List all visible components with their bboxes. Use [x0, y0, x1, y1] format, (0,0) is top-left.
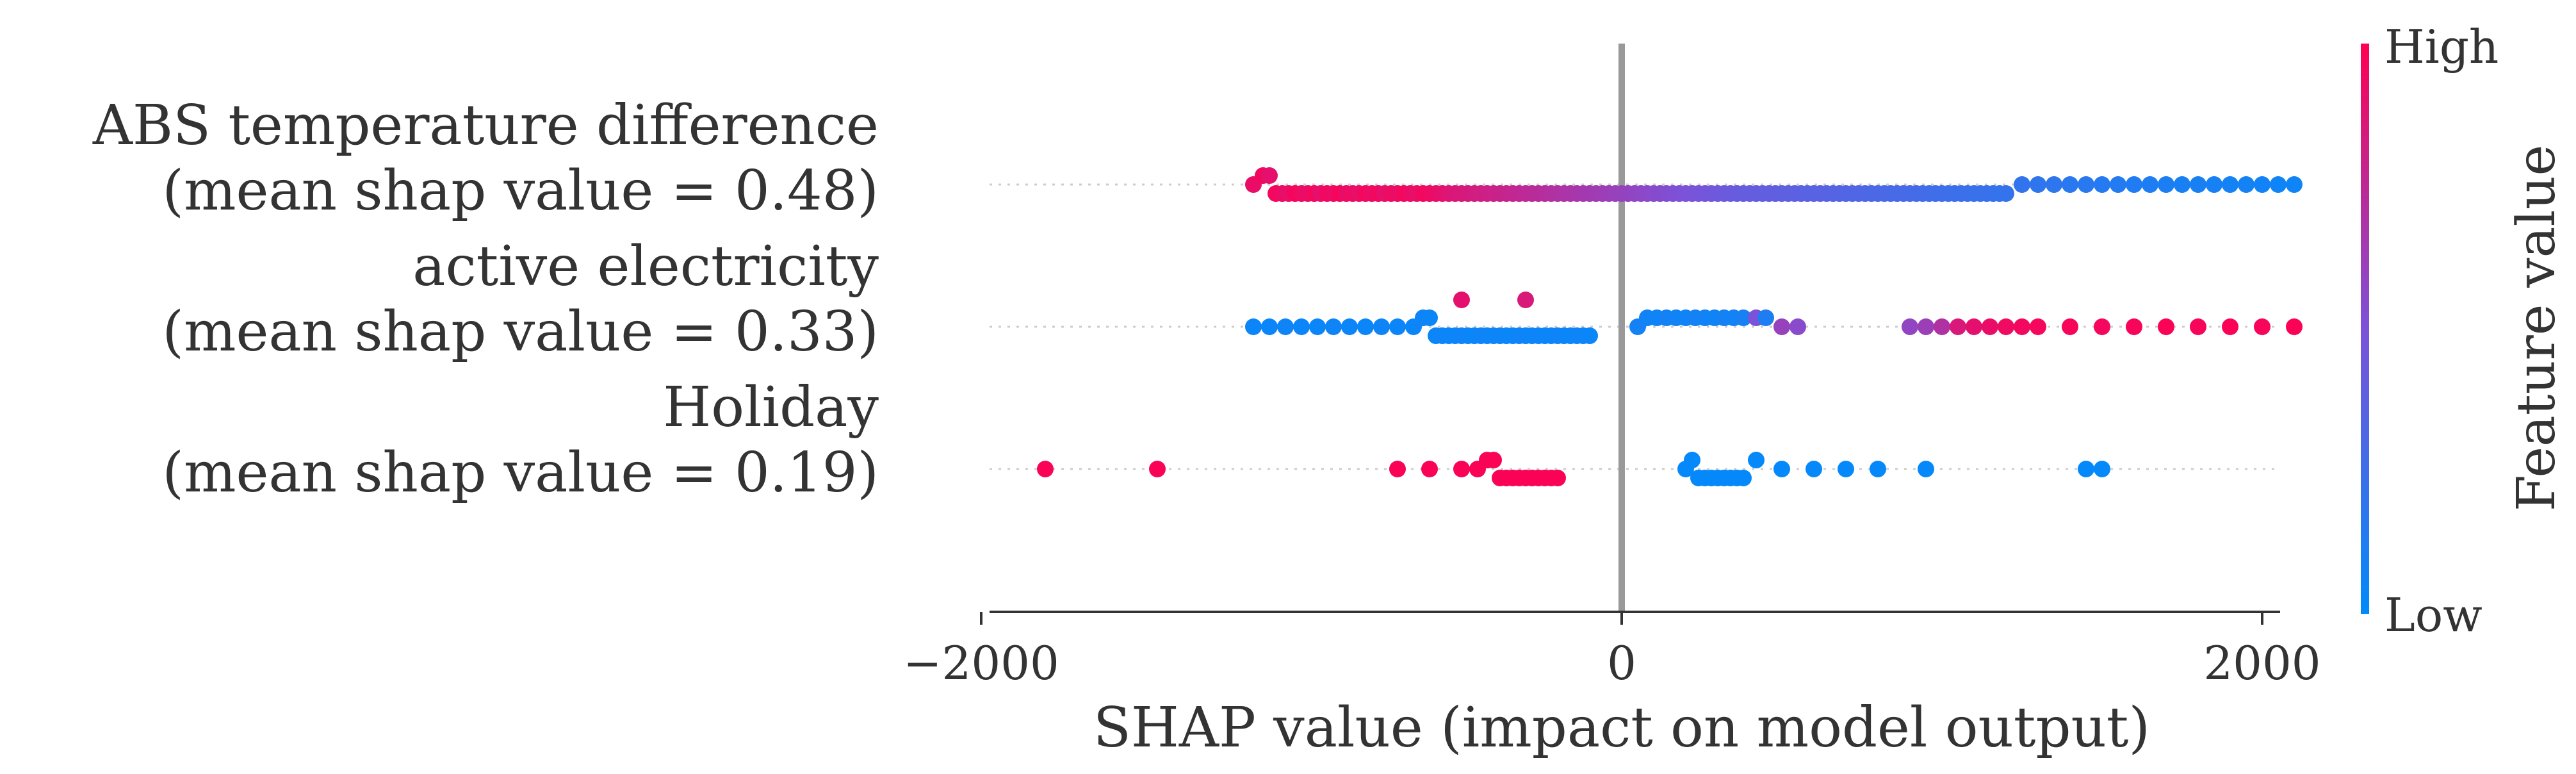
x-tick-label: −2000	[903, 636, 1059, 690]
shap-point-0	[2270, 176, 2287, 193]
shap-point-1	[1357, 318, 1374, 335]
feature-label-1-name: active electricity	[412, 235, 879, 299]
colorbar-low-label: Low	[2384, 588, 2482, 642]
shap-point-0	[2222, 176, 2238, 193]
shap-point-1	[2030, 318, 2046, 335]
shap-point-1	[1735, 309, 1752, 326]
x-axis-label: SHAP value (impact on model output)	[1093, 696, 2150, 760]
shap-point-1	[1373, 318, 1390, 335]
shap-point-1	[1341, 318, 1358, 335]
x-tick-label: 0	[1607, 636, 1636, 690]
shap-point-0	[2238, 176, 2254, 193]
feature-label-2-mean: (mean shap value = 0.19)	[162, 441, 879, 505]
shap-point-2	[2094, 461, 2110, 477]
shap-point-1	[1789, 318, 1806, 335]
shap-point-1	[1245, 318, 1262, 335]
feature-label-0-mean: (mean shap value = 0.48)	[162, 159, 879, 223]
shap-point-1	[1902, 318, 1918, 335]
shap-point-0	[2206, 176, 2222, 193]
shap-point-0	[2286, 176, 2303, 193]
shap-point-2	[1773, 461, 1790, 477]
shap-point-1	[2254, 318, 2270, 335]
shap-point-2	[1870, 461, 1886, 477]
shap-point-0	[2142, 176, 2158, 193]
shap-point-2	[1149, 461, 1166, 477]
shap-point-2	[1389, 461, 1406, 477]
shap-point-1	[2062, 318, 2078, 335]
shap-point-2	[1838, 461, 1854, 477]
shap-point-2	[2078, 461, 2094, 477]
shap-point-1	[1325, 318, 1342, 335]
shap-point-1	[1918, 318, 1934, 335]
shap-point-1	[1757, 309, 1774, 326]
shap-point-0	[2062, 176, 2078, 193]
shap-point-0	[2190, 176, 2206, 193]
colorbar-title: Feature value	[2506, 145, 2567, 511]
feature-label-2-name: Holiday	[663, 375, 879, 440]
shap-point-2	[1421, 461, 1438, 477]
shap-point-0	[2046, 176, 2062, 193]
shap-point-1	[1581, 327, 1598, 344]
shap-point-0	[1998, 185, 2014, 202]
shap-point-2	[1748, 452, 1765, 468]
shap-point-1	[1453, 292, 1470, 308]
feature-label-0-name: ABS temperature difference	[92, 94, 879, 158]
shap-point-2	[1549, 470, 1566, 486]
shap-point-2	[1453, 461, 1470, 477]
shap-point-0	[2158, 176, 2174, 193]
x-ticks: −2000020004000	[903, 612, 2321, 690]
colorbar	[2361, 44, 2369, 614]
shap-point-0	[2094, 176, 2110, 193]
shap-point-1	[1293, 318, 1310, 335]
shap-point-0	[2030, 176, 2046, 193]
shap-point-1	[1421, 309, 1438, 326]
feature-label-1-mean: (mean shap value = 0.33)	[162, 300, 879, 364]
shap-point-1	[1389, 318, 1406, 335]
shap-point-0	[2126, 176, 2142, 193]
shap-point-1	[1934, 318, 1950, 335]
shap-point-0	[2014, 176, 2030, 193]
shap-point-0	[2254, 176, 2270, 193]
shap-point-1	[2094, 318, 2110, 335]
shap-point-1	[2126, 318, 2142, 335]
x-tick-label: 2000	[2203, 636, 2320, 690]
points-layer	[1037, 167, 2303, 486]
shap-point-0	[2174, 176, 2190, 193]
shap-point-2	[1735, 470, 1752, 486]
shap-point-2	[1037, 461, 1054, 477]
shap-point-1	[1517, 292, 1534, 308]
shap-point-1	[2014, 318, 2030, 335]
shap-point-2	[1684, 452, 1700, 468]
shap-point-1	[2190, 318, 2206, 335]
shap-point-1	[1982, 318, 1998, 335]
shap-point-1	[1261, 318, 1278, 335]
shap-point-1	[1998, 318, 2014, 335]
shap-point-2	[1806, 461, 1822, 477]
shap-point-2	[1918, 461, 1934, 477]
shap-point-1	[2222, 318, 2238, 335]
colorbar-high-label: High	[2384, 20, 2499, 74]
shap-point-0	[1261, 167, 1278, 184]
shap-point-2	[1485, 452, 1502, 468]
shap-point-1	[2158, 318, 2174, 335]
shap-point-1	[1277, 318, 1294, 335]
shap-point-0	[2078, 176, 2094, 193]
shap-point-1	[1950, 318, 1966, 335]
shap-point-1	[1309, 318, 1326, 335]
shap-point-0	[2110, 176, 2126, 193]
shap-point-1	[1966, 318, 1982, 335]
shap-point-1	[1773, 318, 1790, 335]
shap-point-1	[2286, 318, 2303, 335]
